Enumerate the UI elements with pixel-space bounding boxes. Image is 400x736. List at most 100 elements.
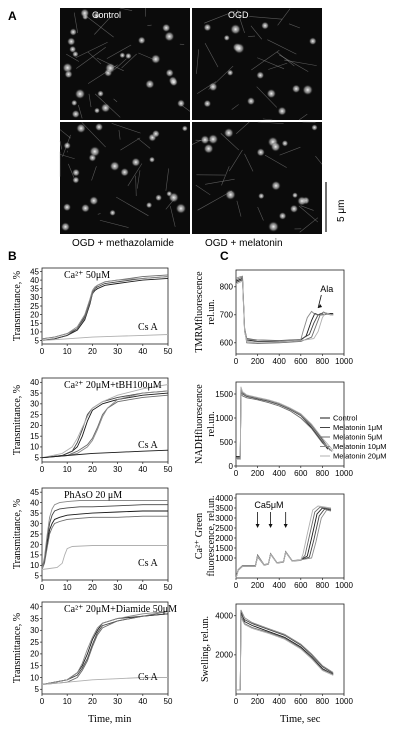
- neuron-cells: [59, 7, 323, 233]
- neuron-soma: [94, 122, 104, 132]
- series-line: [235, 509, 332, 579]
- neurite: [127, 163, 143, 187]
- panel-label-c: C: [220, 249, 229, 263]
- neuron-soma: [109, 161, 120, 172]
- y-tick-label: 5: [35, 572, 40, 581]
- neuron-soma: [297, 196, 307, 206]
- neuron-soma: [270, 141, 281, 152]
- neuron-soma: [109, 209, 116, 217]
- x-tick-label: 800: [316, 581, 330, 590]
- neuron-soma: [225, 189, 236, 201]
- legend-entry: Melatonin 20μM: [333, 452, 387, 461]
- neurite: [268, 62, 288, 70]
- neurite: [135, 175, 137, 197]
- neurite: [91, 166, 97, 181]
- x-tick-label: 40: [138, 583, 147, 592]
- neuron-soma: [177, 99, 186, 108]
- x-tick-label: 200: [251, 357, 265, 366]
- neurite: [315, 155, 323, 165]
- neuron-soma: [302, 84, 314, 96]
- neuron-soma: [223, 127, 234, 138]
- series-line: [41, 610, 169, 686]
- neurite: [249, 16, 283, 20]
- neurite: [111, 123, 141, 134]
- y-tick-label: 20: [30, 650, 39, 659]
- neurite: [205, 178, 235, 185]
- y-tick-label: 35: [30, 614, 39, 623]
- panel-label-b: B: [8, 249, 17, 263]
- x-tick-label: 400: [273, 697, 287, 706]
- x-tick-label: 10: [63, 465, 72, 474]
- neuron-soma: [271, 180, 281, 191]
- x-tick-label: 400: [273, 469, 287, 478]
- neuron-soma: [207, 134, 219, 145]
- y-tick-label: 15: [30, 432, 39, 441]
- plot-frame: [235, 381, 345, 467]
- neuron-soma: [289, 204, 299, 213]
- neurite: [235, 121, 250, 134]
- x-tick-label: 0: [40, 465, 45, 474]
- neurite: [229, 149, 243, 172]
- x-tick-label: 800: [316, 697, 330, 706]
- y-tick-label: 35: [30, 509, 39, 518]
- neurite: [76, 46, 106, 69]
- x-tick-label: 40: [138, 697, 147, 706]
- neuron-soma: [223, 34, 230, 41]
- series-line: [41, 504, 168, 570]
- neurite: [94, 15, 112, 35]
- y-tick-label: 5: [35, 336, 40, 345]
- y-tick-label: 1000: [215, 414, 233, 423]
- neurite: [236, 9, 245, 34]
- y-axis-title: Ca²⁺ Green: [194, 513, 205, 559]
- y-tick-label: 700: [220, 311, 234, 320]
- micrograph-label-ogd-methazolamide: OGD + methazolamide: [72, 238, 174, 249]
- neurite: [106, 44, 132, 59]
- y-axis-title: Transmittance, %: [12, 499, 23, 569]
- neuron-soma: [164, 31, 175, 42]
- micrograph-grid: [59, 7, 323, 234]
- series-line: [235, 506, 332, 579]
- ala-arrow: [317, 294, 322, 309]
- neuron-soma: [89, 196, 99, 206]
- neuron-soma: [104, 62, 116, 74]
- series-line: [41, 384, 169, 459]
- y-tick-label: 1000: [215, 554, 233, 563]
- neuron-soma: [203, 143, 214, 154]
- x-tick-label: 50: [164, 697, 173, 706]
- neurite: [120, 137, 141, 151]
- neuron-soma: [281, 140, 289, 147]
- plot-frame: [41, 377, 169, 463]
- neurite: [196, 49, 200, 74]
- x-tick-label: 0: [234, 469, 239, 478]
- neuron-soma: [291, 84, 301, 94]
- neurite: [116, 196, 149, 217]
- series-line: [236, 386, 334, 460]
- series-line: [41, 510, 168, 570]
- neuron-soma: [256, 148, 265, 157]
- neurite: [236, 200, 242, 217]
- neurite: [251, 49, 280, 71]
- neurite: [59, 129, 71, 139]
- series-line: [236, 390, 333, 459]
- x-tick-label: 10: [63, 583, 72, 592]
- series-line: [235, 508, 332, 579]
- neuron-soma: [246, 97, 256, 106]
- x-tick-label: 20: [88, 697, 97, 706]
- series-line: [236, 392, 332, 458]
- neuron-soma: [165, 68, 174, 78]
- plot-frame: [41, 601, 169, 695]
- neuron-soma: [119, 52, 126, 59]
- neurite: [244, 153, 254, 172]
- neuron-soma: [175, 203, 187, 214]
- x-tick-label: 600: [294, 357, 308, 366]
- mito-chart-4: 2000 4000 0 200 400 600 800 1000 Swelling, rel.u…: [200, 603, 353, 706]
- x-tick-label: 30: [113, 583, 122, 592]
- y-tick-label: 45: [30, 267, 39, 276]
- ca-addition-arrow-head: [255, 524, 260, 528]
- ca-addition-annotation: Ca5μM: [254, 500, 283, 510]
- neurite: [220, 133, 240, 151]
- neuron-soma: [100, 103, 111, 113]
- y-tick-label: 2000: [215, 651, 233, 660]
